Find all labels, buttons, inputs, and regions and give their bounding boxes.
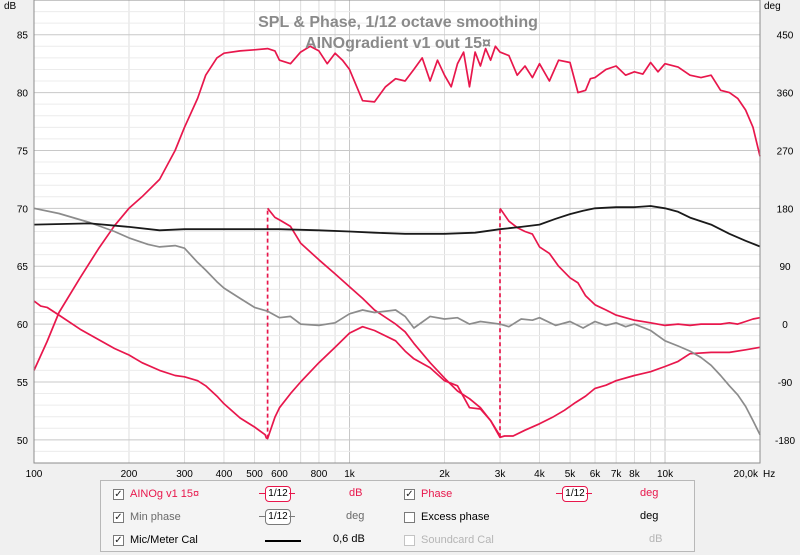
series-line-mic-meter-cal [33,205,761,248]
y-left-tick-label: 60 [17,320,29,331]
series-line-ainog-v1-15- [33,45,761,371]
legend-row-mic-cal: ✓ Mic/Meter Cal [113,530,198,550]
y-left-tick-label: 65 [17,262,29,273]
x-tick-label: 10k [657,469,674,480]
legend-row-excess-phase: Excess phase [404,507,489,527]
x-tick-label: 600 [271,469,288,480]
x-tick-label: 20,0k [734,469,759,480]
grid [33,0,761,463]
y-right-tick-label: 450 [777,31,794,42]
legend-row-min-phase: ✓ Min phase [113,507,181,527]
y-right-unit: deg [764,1,781,12]
x-tick-label: 100 [26,469,43,480]
y-right-tick-label: 180 [777,204,794,215]
y-left-tick-label: 85 [17,31,29,42]
min-phase-smoothing-label: 1/12 [265,509,291,525]
aino-checkbox[interactable]: ✓ [113,488,124,500]
y-right-tick-label: -180 [775,436,795,447]
series-line-phase-segment-3 [499,207,761,327]
phase-label: Phase [421,488,453,500]
x-tick-label: 500 [246,469,263,480]
aino-smoothing-label: 1/12 [265,486,291,502]
x-tick-label: 7k [611,469,623,480]
series-line-min-phase [33,207,761,436]
phase-smoothing-label: 1/12 [562,486,588,502]
aino-smoothing-button[interactable]: 1/12 [259,486,295,502]
y-left-tick-label: 80 [17,89,29,100]
min-phase-label: Min phase [130,511,181,523]
y-left-unit: dB [4,1,17,12]
mic-cal-checkbox[interactable]: ✓ [113,534,124,546]
x-tick-label: 3k [495,469,507,480]
min-phase-smoothing-button[interactable]: 1/12 [259,509,295,525]
aino-unit: dB [349,487,363,499]
soundcard-cal-checkbox[interactable] [404,534,415,546]
y-right-tick-label: 360 [777,89,794,100]
x-tick-label: 1k [344,469,356,480]
x-tick-label: 6k [590,469,602,480]
excess-phase-unit: deg [640,510,659,522]
y-right-tick-label: 270 [777,146,794,157]
y-right-tick-label: 0 [782,320,788,331]
x-unit: Hz [763,469,775,480]
mic-cal-value: 0,6 dB [333,533,365,545]
series-layer [33,45,761,440]
y-right-tick-label: 90 [779,262,791,273]
phase-unit: deg [640,487,659,499]
plot-frame [33,0,761,464]
legend-row-phase: ✓ Phase [404,484,452,504]
soundcard-cal-label: Soundcard Cal [421,534,494,546]
series-line-phase [33,300,761,440]
min-phase-unit: deg [346,510,365,522]
legend-row-aino: ✓ AINOg v1 15¤ [113,484,199,504]
x-tick-label: 800 [311,469,328,480]
x-tick-label: 5k [565,469,577,480]
x-tick-label: 400 [216,469,233,480]
y-left-tick-label: 70 [17,204,29,215]
axis-ticks: 100 200 300 400 500 600 800 1k 2k 3k 4k 5k 6k 7k 8k 10k… [17,31,796,480]
aino-label: AINOg v1 15¤ [130,488,200,500]
phase-checkbox[interactable]: ✓ [404,488,415,500]
y-left-tick-label: 50 [17,436,29,447]
excess-phase-checkbox[interactable] [404,511,415,523]
spl-phase-chart: 100 200 300 400 500 600 800 1k 2k 3k 4k 5k 6k 7k 8k 10k… [4,0,796,480]
y-left-tick-label: 55 [17,378,29,389]
y-right-tick-label: -90 [778,378,793,389]
soundcard-cal-unit: dB [649,533,663,545]
x-tick-label: 200 [121,469,138,480]
x-tick-label: 4k [534,469,546,480]
mic-cal-line-swatch [265,540,301,542]
y-left-tick-label: 75 [17,146,29,157]
phase-smoothing-button[interactable]: 1/12 [556,486,592,502]
x-tick-label: 2k [439,469,451,480]
x-tick-label: 8k [629,469,641,480]
legend-panel: ✓ AINOg v1 15¤ 1/12 dB ✓ Min phase 1/12 … [100,480,695,552]
x-tick-label: 300 [176,469,193,480]
chart-title: SPL & Phase, 1/12 octave smoothing [258,14,538,31]
legend-row-soundcard-cal: Soundcard Cal [404,530,494,550]
mic-cal-label: Mic/Meter Cal [130,534,198,546]
min-phase-checkbox[interactable]: ✓ [113,511,124,523]
chart-subtitle: AINOgradient v1 out 15¤ [305,35,491,52]
excess-phase-label: Excess phase [421,511,490,523]
